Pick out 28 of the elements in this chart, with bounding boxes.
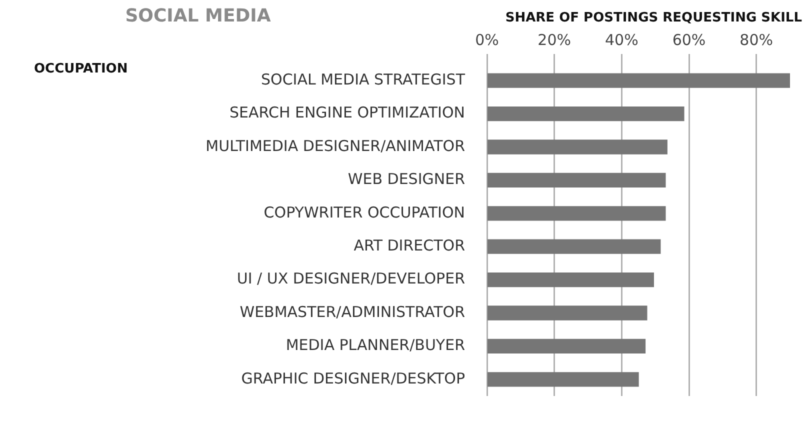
x-tick-label: 40% — [604, 30, 638, 49]
y-tick-label: SEARCH ENGINE OPTIMIZATION — [230, 104, 465, 122]
bar — [487, 272, 654, 288]
y-tick-label: ART DIRECTOR — [354, 236, 465, 254]
x-tick-label: 60% — [672, 30, 706, 49]
x-tick-label: 20% — [538, 30, 572, 49]
y-tick-label: WEB DESIGNER — [348, 170, 465, 188]
x-axis-title: SHARE OF POSTINGS REQUESTING SKILL — [505, 10, 802, 26]
bar — [487, 140, 668, 154]
y-tick-label: MULTIMEDIA DESIGNER/ANIMATOR — [206, 136, 465, 155]
text: OCCUPATION — [34, 61, 128, 76]
bar — [487, 106, 684, 122]
bar — [487, 338, 646, 354]
y-tick-label: WEBMASTER/ADMINISTRATOR — [240, 302, 465, 321]
x-tick-label: 80% — [740, 30, 774, 49]
y-tick-label: COPYWRITER OCCUPATION — [264, 203, 465, 222]
bar — [487, 306, 648, 320]
bar — [487, 239, 661, 254]
bar — [487, 372, 639, 387]
y-tick-label: MEDIA PLANNER/BUYER — [286, 336, 465, 354]
y-tick-label: GRAPHIC DESIGNER/DESKTOP — [241, 369, 465, 388]
x-tick-label: 0% — [475, 30, 499, 49]
bar — [487, 172, 666, 188]
y-tick-label: UI / UX DESIGNER/DEVELOPER — [236, 270, 465, 288]
bar — [487, 73, 790, 88]
text: SOCIAL MEDIA — [125, 6, 271, 27]
bar — [487, 206, 666, 221]
y-tick-label: SOCIAL MEDIA STRATEGIST — [260, 70, 466, 88]
